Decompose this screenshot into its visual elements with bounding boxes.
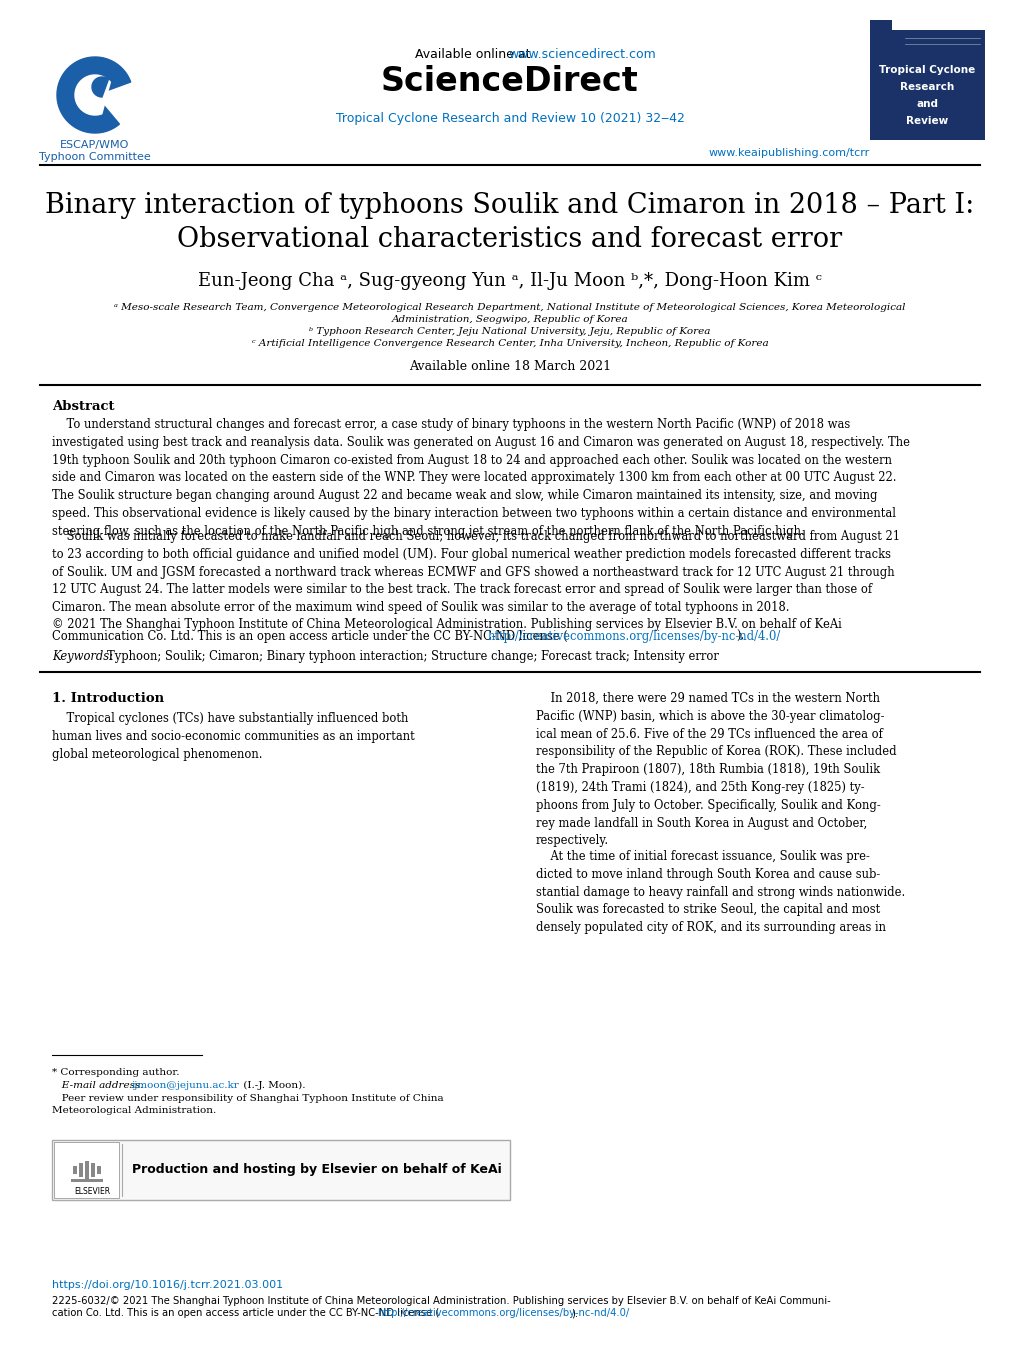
Text: ᶜ Artificial Intelligence Convergence Research Center, Inha University, Incheon,: ᶜ Artificial Intelligence Convergence Re… bbox=[252, 338, 767, 348]
Text: © 2021 The Shanghai Typhoon Institute of China Meteorological Administration. Pu: © 2021 The Shanghai Typhoon Institute of… bbox=[52, 618, 841, 631]
Text: Tropical Cyclone Research and Review 10 (2021) 32‒42: Tropical Cyclone Research and Review 10 … bbox=[335, 111, 684, 125]
Text: Tropical Cyclone: Tropical Cyclone bbox=[878, 65, 974, 75]
Text: Observational characteristics and forecast error: Observational characteristics and foreca… bbox=[177, 226, 842, 253]
Text: www.sciencedirect.com: www.sciencedirect.com bbox=[507, 48, 655, 61]
Text: ELSEVIER: ELSEVIER bbox=[73, 1186, 110, 1196]
Polygon shape bbox=[75, 75, 110, 116]
Text: Tropical cyclones (TCs) have substantially influenced both
human lives and socio: Tropical cyclones (TCs) have substantial… bbox=[52, 712, 415, 761]
Text: Production and hosting by Elsevier on behalf of KeAi: Production and hosting by Elsevier on be… bbox=[132, 1163, 501, 1177]
Text: (I.-J. Moon).: (I.-J. Moon). bbox=[239, 1080, 306, 1090]
Text: 2225-6032/© 2021 The Shanghai Typhoon Institute of China Meteorological Administ: 2225-6032/© 2021 The Shanghai Typhoon In… bbox=[52, 1296, 829, 1306]
Text: 1. Introduction: 1. Introduction bbox=[52, 692, 164, 705]
Text: ScienceDirect: ScienceDirect bbox=[381, 65, 638, 98]
Text: and: and bbox=[916, 99, 937, 109]
Bar bbox=[869, 20, 892, 30]
Text: ESCAP/WMO: ESCAP/WMO bbox=[60, 140, 129, 149]
Text: At the time of initial forecast issuance, Soulik was pre-
dicted to move inland : At the time of initial forecast issuance… bbox=[535, 849, 905, 934]
Text: Research: Research bbox=[900, 82, 954, 92]
Text: Review: Review bbox=[906, 116, 948, 126]
Polygon shape bbox=[57, 57, 130, 133]
Text: ᵃ Meso-scale Research Team, Convergence Meteorological Research Department, Nati: ᵃ Meso-scale Research Team, Convergence … bbox=[114, 303, 905, 313]
Bar bbox=[73, 1166, 76, 1174]
Text: ᵇ Typhoon Research Center, Jeju National University, Jeju, Republic of Korea: ᵇ Typhoon Research Center, Jeju National… bbox=[309, 328, 710, 336]
Text: https://doi.org/10.1016/j.tcrr.2021.03.001: https://doi.org/10.1016/j.tcrr.2021.03.0… bbox=[52, 1280, 283, 1290]
Text: ).: ). bbox=[571, 1307, 578, 1318]
Bar bbox=[869, 30, 984, 140]
Text: Typhoon Committee: Typhoon Committee bbox=[39, 152, 151, 162]
Text: E-mail address:: E-mail address: bbox=[52, 1080, 147, 1090]
Bar bbox=[71, 1180, 103, 1182]
Text: Meteorological Administration.: Meteorological Administration. bbox=[52, 1106, 216, 1114]
Text: ijmoon@jejunu.ac.kr: ijmoon@jejunu.ac.kr bbox=[131, 1080, 239, 1090]
Text: Available online 18 March 2021: Available online 18 March 2021 bbox=[409, 360, 610, 372]
Bar bbox=[78, 1163, 83, 1177]
Bar bbox=[91, 1163, 95, 1177]
Text: Administration, Seogwipo, Republic of Korea: Administration, Seogwipo, Republic of Ko… bbox=[391, 315, 628, 323]
Text: Binary interaction of typhoons Soulik and Cimaron in 2018 – Part I:: Binary interaction of typhoons Soulik an… bbox=[45, 192, 974, 219]
Text: Abstract: Abstract bbox=[52, 400, 114, 413]
Bar bbox=[54, 1142, 119, 1199]
Text: Soulik was initially forecasted to make landfall and reach Seoul; however, its t: Soulik was initially forecasted to make … bbox=[52, 530, 899, 614]
Text: Typhoon; Soulik; Cimaron; Binary typhoon interaction; Structure change; Forecast: Typhoon; Soulik; Cimaron; Binary typhoon… bbox=[107, 650, 718, 663]
Text: Peer review under responsibility of Shanghai Typhoon Institute of China: Peer review under responsibility of Shan… bbox=[52, 1094, 443, 1104]
Polygon shape bbox=[92, 77, 108, 96]
Text: http://creativecommons.org/licenses/by-nc-nd/4.0/: http://creativecommons.org/licenses/by-n… bbox=[487, 631, 781, 643]
Text: To understand structural changes and forecast error, a case study of binary typh: To understand structural changes and for… bbox=[52, 419, 909, 538]
Text: * Corresponding author.: * Corresponding author. bbox=[52, 1068, 179, 1076]
Text: cation Co. Ltd. This is an open access article under the CC BY-NC-ND license (: cation Co. Ltd. This is an open access a… bbox=[52, 1307, 439, 1318]
Text: Communication Co. Ltd. This is an open access article under the CC BY-NC-ND lice: Communication Co. Ltd. This is an open a… bbox=[52, 631, 568, 643]
Text: Keywords:: Keywords: bbox=[52, 650, 116, 663]
Bar bbox=[85, 1161, 89, 1180]
Text: www.keaipublishing.com/tcrr: www.keaipublishing.com/tcrr bbox=[708, 148, 869, 158]
Text: In 2018, there were 29 named TCs in the western North
Pacific (WNP) basin, which: In 2018, there were 29 named TCs in the … bbox=[535, 692, 896, 848]
Bar bbox=[52, 1140, 510, 1200]
Text: Available online at: Available online at bbox=[415, 48, 534, 61]
Text: Eun-Jeong Cha ᵃ, Sug-gyeong Yun ᵃ, Il-Ju Moon ᵇ,*, Dong-Hoon Kim ᶜ: Eun-Jeong Cha ᵃ, Sug-gyeong Yun ᵃ, Il-Ju… bbox=[198, 272, 821, 289]
Text: http://creativecommons.org/licenses/by-nc-nd/4.0/: http://creativecommons.org/licenses/by-n… bbox=[377, 1307, 629, 1318]
Bar bbox=[97, 1166, 101, 1174]
Text: ).: ). bbox=[736, 631, 744, 643]
